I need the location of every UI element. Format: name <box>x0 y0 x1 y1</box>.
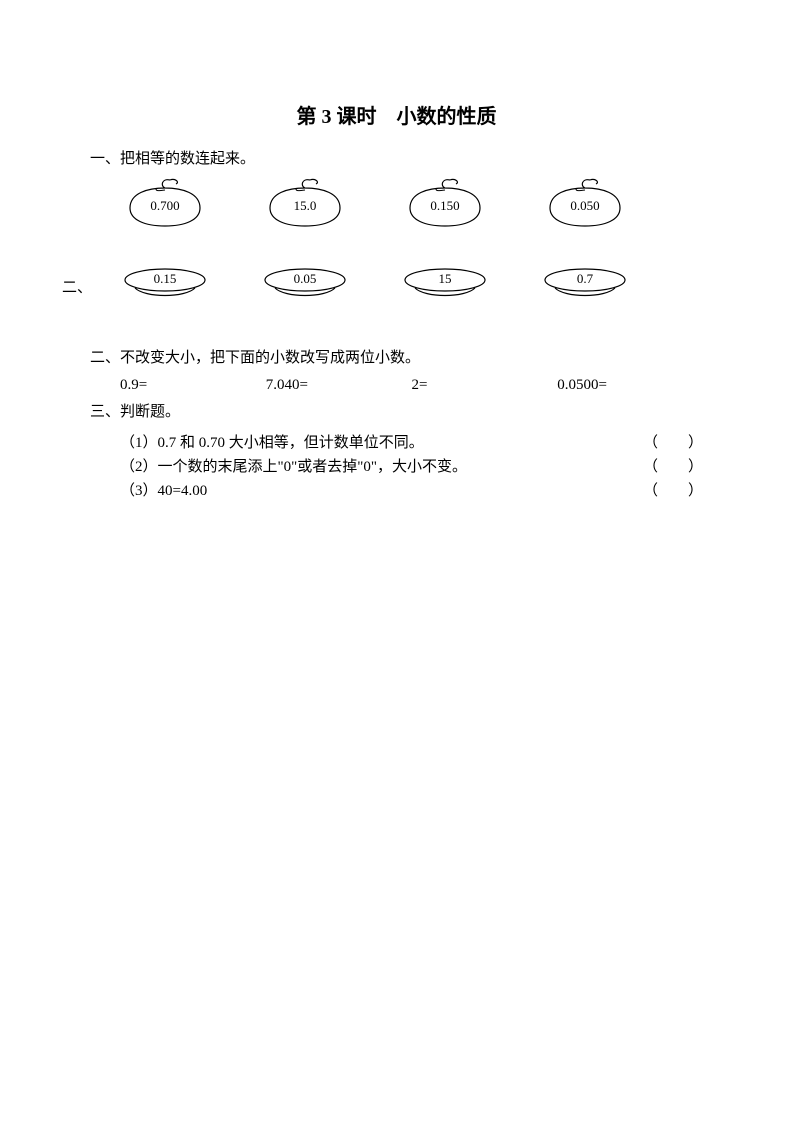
q2-item: 2= <box>412 377 558 394</box>
judgment-text: （1）0.7 和 0.70 大小相等，但计数单位不同。 <box>120 431 424 455</box>
q2-row: 0.9= 7.040= 2= 0.0500= <box>90 377 703 394</box>
section1-heading: 一、把相等的数连起来。 <box>90 147 703 168</box>
apple-shape: 0.700 <box>120 178 210 228</box>
judgment-text: （3）40=4.00 <box>120 479 207 503</box>
plate-label: 0.05 <box>260 271 350 287</box>
title-part2: 小数的性质 <box>397 106 497 128</box>
judgment-row: （3）40=4.00 （ ） <box>90 479 703 503</box>
q2-item: 7.040= <box>266 377 412 394</box>
judgment-paren: （ ） <box>643 479 703 503</box>
apple-label: 0.700 <box>120 198 210 214</box>
apple-row: 0.700 15.0 0.150 0.050 <box>90 178 703 228</box>
plate-shape: 15 <box>400 268 490 296</box>
plate-shape: 0.15 <box>120 268 210 296</box>
plate-shape: 0.7 <box>540 268 630 296</box>
apple-shape: 0.050 <box>540 178 630 228</box>
apple-shape: 0.150 <box>400 178 490 228</box>
judgment-paren: （ ） <box>643 431 703 455</box>
apple-shape: 15.0 <box>260 178 350 228</box>
q2-item: 0.0500= <box>557 377 703 394</box>
apple-label: 0.050 <box>540 198 630 214</box>
judgment-row: （1）0.7 和 0.70 大小相等，但计数单位不同。 （ ） <box>90 431 703 455</box>
plate-label: 0.15 <box>120 271 210 287</box>
plate-row: 二、 0.15 0.05 15 0.7 <box>90 268 703 296</box>
judgment-row: （2）一个数的末尾添上"0"或者去掉"0"，大小不变。 （ ） <box>90 455 703 479</box>
judgment-paren: （ ） <box>643 455 703 479</box>
q2-item: 0.9= <box>120 377 266 394</box>
judgment-text: （2）一个数的末尾添上"0"或者去掉"0"，大小不变。 <box>120 455 467 479</box>
plate-label: 0.7 <box>540 271 630 287</box>
plate-label: 15 <box>400 271 490 287</box>
title-part1: 第 3 课时 <box>297 106 377 128</box>
plate-shape: 0.05 <box>260 268 350 296</box>
section2-heading: 二、不改变大小，把下面的小数改写成两位小数。 <box>90 346 703 367</box>
section3-heading: 三、判断题。 <box>90 400 703 421</box>
page-title: 第 3 课时小数的性质 <box>90 100 703 129</box>
apple-label: 15.0 <box>260 198 350 214</box>
apple-label: 0.150 <box>400 198 490 214</box>
two-marker: 二、 <box>62 276 92 297</box>
